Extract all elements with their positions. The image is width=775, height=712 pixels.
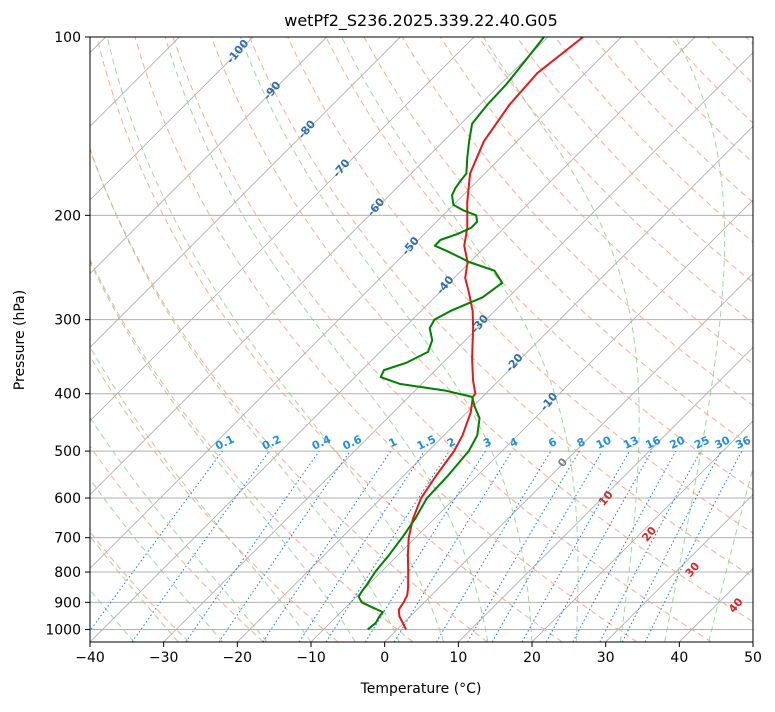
y-tick-label: 600 xyxy=(54,491,81,507)
dry-adiabat xyxy=(96,37,563,642)
y-tick-label: 200 xyxy=(54,208,81,224)
dry-adiabat xyxy=(249,37,753,578)
y-tick-label: 400 xyxy=(54,387,81,403)
y-tick-label: 300 xyxy=(54,313,81,329)
mixing-ratio-line xyxy=(572,450,677,642)
mixing-ratio-line xyxy=(325,450,450,642)
dry-adiabat xyxy=(90,258,414,642)
dry-adiabat xyxy=(287,37,753,534)
mixing-ratio-label: 20 xyxy=(668,433,688,451)
isotherm-line xyxy=(605,494,753,642)
mixing-ratio-label: 16 xyxy=(643,433,663,451)
moist-adiabat xyxy=(482,37,640,642)
y-tick-label: 900 xyxy=(54,595,81,611)
isotherm-line xyxy=(90,37,254,201)
x-tick-label: 40 xyxy=(670,650,688,666)
mixing-ratio-label: 36 xyxy=(733,433,753,451)
y-tick-label: 1000 xyxy=(45,622,81,638)
plot-frame xyxy=(89,36,754,643)
x-tick-label: −40 xyxy=(75,650,105,666)
isotherm-line xyxy=(310,199,753,642)
moist-adiabat xyxy=(90,535,179,642)
isotherm-line xyxy=(458,346,753,642)
axis-ticks: −40 −30 −20 −10 0 10 20 30 40 50 1000 900 800 700 600 5… xyxy=(45,30,762,666)
dry-adiabat xyxy=(516,37,753,284)
mixing-ratio-line xyxy=(90,450,223,632)
x-tick-label: −30 xyxy=(149,650,179,666)
moist-adiabat xyxy=(106,37,445,642)
mixing-ratio-line xyxy=(185,450,320,642)
isotherm-line xyxy=(90,37,622,569)
y-tick-label: 700 xyxy=(54,531,81,547)
x-tick-label: −20 xyxy=(223,650,253,666)
moist-adiabat xyxy=(164,37,489,642)
moist-adiabat xyxy=(90,345,312,642)
moist-adiabat xyxy=(90,589,135,642)
plot-area xyxy=(90,37,753,642)
x-tick-label: 50 xyxy=(744,650,762,666)
moist-adiabat xyxy=(341,37,579,642)
isotherm-line xyxy=(384,273,753,642)
mixing-ratio-label: 30 xyxy=(713,433,733,451)
x-tick-label: 0 xyxy=(380,650,389,666)
mixing-ratio-label: 25 xyxy=(692,434,711,452)
mixing-ratio-line xyxy=(218,450,351,642)
isotherm-line xyxy=(90,37,696,642)
x-axis-label: Temperature (°C) xyxy=(360,681,482,697)
x-tick-label: 30 xyxy=(597,650,615,666)
isotherm-line xyxy=(90,37,475,422)
x-tick-label: −10 xyxy=(296,650,326,666)
dry-adiabat xyxy=(325,37,753,491)
mixing-ratio-line xyxy=(521,450,630,642)
temperature-profile-line xyxy=(397,37,584,630)
isotherm-line xyxy=(163,52,753,642)
dry-adiabat xyxy=(172,37,712,642)
y-axis-label: Pressure (hPa) xyxy=(12,290,28,390)
isotherm-line xyxy=(90,37,327,275)
dry-adiabat xyxy=(134,37,638,642)
mixing-ratio-line xyxy=(131,450,270,642)
dry-adiabat xyxy=(210,37,753,623)
isotherm-line xyxy=(90,37,548,496)
x-tick-label: 10 xyxy=(449,650,467,666)
isotherm-line xyxy=(531,420,753,642)
moist-adiabat xyxy=(90,260,356,642)
moist-adiabat xyxy=(90,416,268,642)
mixing-ratio-label: 13 xyxy=(621,434,640,452)
moist-adiabat xyxy=(708,466,753,642)
dry-adiabat xyxy=(90,355,339,642)
isotherm-line xyxy=(237,125,753,642)
dewpoint-profile-line xyxy=(357,37,545,631)
x-tick-label: 20 xyxy=(523,650,541,666)
mixing-ratio-line xyxy=(262,450,392,642)
moist-adiabat xyxy=(664,37,726,642)
mixing-ratio-label: 10 xyxy=(594,433,614,451)
dry-adiabat xyxy=(90,445,264,642)
y-tick-label: 500 xyxy=(54,444,81,460)
mixing-ratio-line xyxy=(644,450,743,642)
mixing-ratio-line xyxy=(298,450,425,642)
chart-title: wetPf2_S236.2025.339.22.40.G05 xyxy=(284,11,558,31)
moist-adiabat xyxy=(239,37,533,642)
moist-adiabat xyxy=(90,478,223,642)
y-tick-label: 800 xyxy=(54,565,81,581)
y-tick-label: 100 xyxy=(54,30,81,46)
mixing-ratio-line xyxy=(393,450,513,642)
mixing-ratio-line xyxy=(545,450,653,642)
